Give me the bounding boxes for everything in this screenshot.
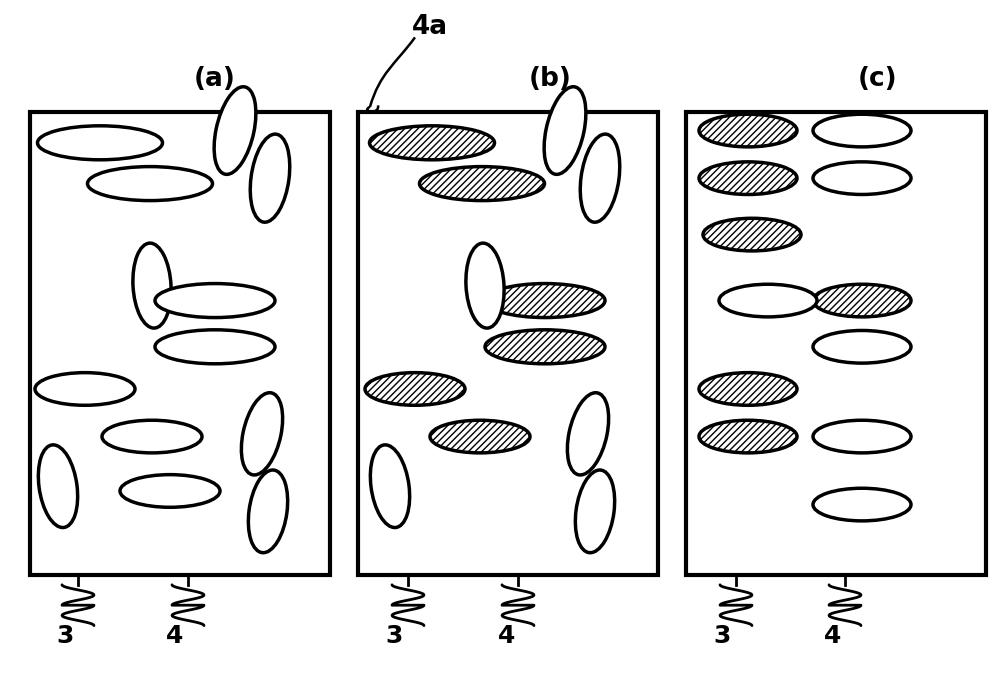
Ellipse shape: [38, 445, 78, 528]
Bar: [30, 112, 330, 575]
Ellipse shape: [703, 218, 801, 251]
Ellipse shape: [813, 284, 911, 317]
Ellipse shape: [365, 373, 465, 405]
Ellipse shape: [35, 373, 135, 405]
Text: (b): (b): [529, 66, 571, 92]
Ellipse shape: [248, 470, 288, 553]
Bar: [358, 112, 658, 575]
Ellipse shape: [485, 284, 605, 318]
Ellipse shape: [241, 393, 283, 475]
Ellipse shape: [38, 126, 162, 160]
Text: 4: 4: [166, 624, 184, 648]
Ellipse shape: [813, 420, 911, 453]
Ellipse shape: [120, 475, 220, 507]
Bar: [686, 112, 986, 575]
Ellipse shape: [699, 373, 797, 405]
Ellipse shape: [544, 87, 586, 174]
Text: 3: 3: [56, 624, 74, 648]
Ellipse shape: [88, 167, 212, 201]
Ellipse shape: [133, 243, 171, 328]
Text: 3: 3: [385, 624, 403, 648]
Text: 4: 4: [498, 624, 516, 648]
Ellipse shape: [370, 126, 494, 160]
Ellipse shape: [466, 243, 504, 328]
Ellipse shape: [580, 134, 620, 222]
Ellipse shape: [719, 284, 817, 317]
Ellipse shape: [430, 420, 530, 453]
Ellipse shape: [567, 393, 609, 475]
Ellipse shape: [813, 162, 911, 194]
Ellipse shape: [420, 167, 544, 201]
Ellipse shape: [699, 420, 797, 453]
Text: (c): (c): [858, 66, 898, 92]
Ellipse shape: [575, 470, 615, 553]
Ellipse shape: [699, 162, 797, 194]
Ellipse shape: [370, 445, 410, 528]
Ellipse shape: [155, 284, 275, 318]
Text: 3: 3: [713, 624, 731, 648]
Ellipse shape: [699, 114, 797, 147]
Ellipse shape: [485, 330, 605, 364]
Text: (a): (a): [194, 66, 236, 92]
Ellipse shape: [813, 330, 911, 363]
Ellipse shape: [102, 420, 202, 453]
Ellipse shape: [813, 114, 911, 147]
Text: 4a: 4a: [412, 14, 448, 40]
Ellipse shape: [214, 87, 256, 174]
Ellipse shape: [250, 134, 290, 222]
Ellipse shape: [155, 330, 275, 364]
Text: 4: 4: [824, 624, 842, 648]
Ellipse shape: [813, 488, 911, 521]
